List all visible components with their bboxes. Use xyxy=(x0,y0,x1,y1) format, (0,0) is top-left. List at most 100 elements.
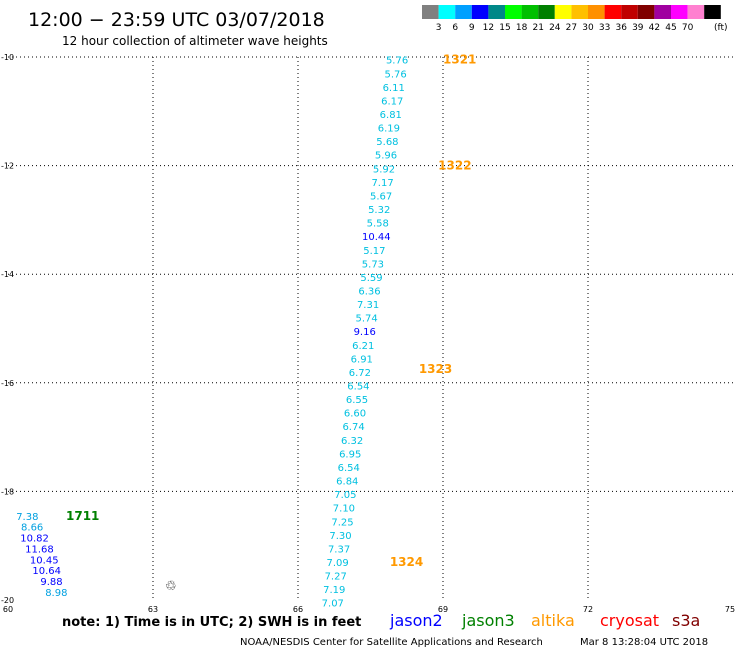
colorbar-swatch xyxy=(505,5,522,19)
swh-value: 7.27 xyxy=(325,572,347,583)
swh-value: 6.36 xyxy=(358,286,380,297)
swh-value: 7.31 xyxy=(357,300,379,311)
swh-value: 5.58 xyxy=(367,219,389,230)
lat-tick-label: -20 xyxy=(1,596,14,605)
legend-s3a: s3a xyxy=(672,611,700,630)
swh-value: 7.30 xyxy=(329,531,351,542)
swh-value: 10.45 xyxy=(30,555,59,566)
satellite-legend: jason2 jason3 altika cryosat s3a xyxy=(389,611,700,630)
swh-value: 6.91 xyxy=(351,354,373,365)
swh-value: 6.21 xyxy=(352,341,374,352)
lon-tick-label: 66 xyxy=(293,605,303,614)
swh-value: 5.92 xyxy=(373,164,395,175)
legend-altika: altika xyxy=(531,611,575,630)
lon-tick-label: 69 xyxy=(438,605,448,614)
colorbar-legend: 3 6 9 12 15 18 21 24 27 30 33 36 39 42 45 70 (ft) xyxy=(422,5,728,33)
swh-value: 6.72 xyxy=(349,368,371,379)
lon-tick-label: 75 xyxy=(725,605,735,614)
lat-lon-grid xyxy=(8,56,733,600)
lat-tick-label: -14 xyxy=(1,270,14,279)
swh-value: 11.68 xyxy=(25,544,54,555)
pass-time-label: 1321 xyxy=(443,53,476,67)
colorbar-swatch xyxy=(538,5,555,19)
colorbar-label: 36 xyxy=(615,23,627,33)
colorbar-label: 18 xyxy=(516,23,528,33)
pass-time-label: 1324 xyxy=(390,555,423,569)
colorbar-swatch xyxy=(438,5,456,19)
map-title: 12:00 − 23:59 UTC 03/07/2018 xyxy=(28,9,325,31)
colorbar-swatch xyxy=(654,5,671,19)
swh-value: 5.17 xyxy=(363,246,385,257)
legend-jason3: jason3 xyxy=(461,611,515,630)
colorbar-swatch xyxy=(604,5,622,19)
colorbar-swatch xyxy=(471,5,489,19)
swh-value: 10.82 xyxy=(20,534,49,545)
colorbar-label: 30 xyxy=(582,23,594,33)
pass-time-label: 1323 xyxy=(419,362,452,376)
colorbar-label: 21 xyxy=(532,23,543,33)
colorbar-swatch xyxy=(571,5,588,19)
axis-labels: 60 63 66 69 72 75 -10 -12 -14 -16 -18 -20 xyxy=(1,53,735,614)
swh-value: 5.67 xyxy=(370,191,392,202)
footer-timestamp: Mar 8 13:28:04 UTC 2018 xyxy=(580,637,708,648)
track-altika: 5.76 5.76 6.11 6.17 6.81 6.19 5.68 5.96 5.92 7.17… xyxy=(322,53,477,610)
colorbar-label: 33 xyxy=(599,23,610,33)
lon-tick-label: 60 xyxy=(3,605,13,614)
swh-value: 5.59 xyxy=(360,273,382,284)
swh-value: 6.11 xyxy=(383,83,405,94)
swh-value: 5.76 xyxy=(386,56,408,67)
swh-value: 7.19 xyxy=(323,585,345,596)
swh-value: 6.19 xyxy=(378,124,400,135)
swh-value: 5.73 xyxy=(362,259,384,270)
colorbar-swatch xyxy=(704,5,721,19)
swh-value: 9.16 xyxy=(354,327,376,338)
swh-value: 7.07 xyxy=(322,599,344,610)
colorbar-label: 9 xyxy=(469,23,475,33)
colorbar-swatch xyxy=(521,5,539,19)
colorbar-swatch xyxy=(687,5,705,19)
swh-value: 5.32 xyxy=(368,205,390,216)
swh-value: 6.17 xyxy=(381,96,403,107)
colorbar-swatch xyxy=(621,5,638,19)
pass-time-label: 1322 xyxy=(438,159,471,173)
map-subtitle: 12 hour collection of altimeter wave hei… xyxy=(62,34,328,48)
swh-value: 7.05 xyxy=(334,490,356,501)
swh-value: 6.95 xyxy=(339,449,361,460)
lat-tick-label: -18 xyxy=(1,487,14,496)
swh-value: 8.66 xyxy=(21,523,43,534)
swh-value: 5.68 xyxy=(376,137,398,148)
colorbar-unit: (ft) xyxy=(714,23,728,33)
lat-tick-label: -12 xyxy=(1,162,14,171)
swh-value: 6.54 xyxy=(338,463,360,474)
swh-value: 6.32 xyxy=(341,436,363,447)
note-text: note: 1) Time is in UTC; 2) SWH is in fe… xyxy=(62,615,361,630)
swh-value: 7.25 xyxy=(331,517,353,528)
swh-value: 6.55 xyxy=(346,395,368,406)
colorbar-label: 3 xyxy=(436,23,442,33)
swh-value: 6.74 xyxy=(342,422,364,433)
colorbar-label: 24 xyxy=(549,23,561,33)
swh-value: 6.60 xyxy=(344,409,366,420)
pass-time-label: 1711 xyxy=(66,509,99,523)
island-marker: ♲ xyxy=(165,579,177,594)
swh-value: 8.98 xyxy=(45,588,67,599)
swh-value: 9.88 xyxy=(40,577,62,588)
colorbar-label: 39 xyxy=(632,23,644,33)
lat-tick-label: -16 xyxy=(1,379,14,388)
colorbar-label: 70 xyxy=(682,23,694,33)
lat-tick-label: -10 xyxy=(1,53,14,62)
colorbar-swatch xyxy=(588,5,605,19)
footer-credit: NOAA/NESDIS Center for Satellite Applica… xyxy=(240,637,543,648)
swh-value: 7.17 xyxy=(371,178,393,189)
swh-value: 7.09 xyxy=(327,558,349,569)
colorbar-label: 12 xyxy=(483,23,494,33)
colorbar-label: 15 xyxy=(499,23,510,33)
swh-value: 6.54 xyxy=(347,382,369,393)
colorbar-swatch xyxy=(554,5,572,19)
swh-value: 5.96 xyxy=(375,151,397,162)
swh-value: 5.74 xyxy=(356,314,378,325)
swh-value: 7.38 xyxy=(16,512,38,523)
swh-value: 10.64 xyxy=(32,566,61,577)
